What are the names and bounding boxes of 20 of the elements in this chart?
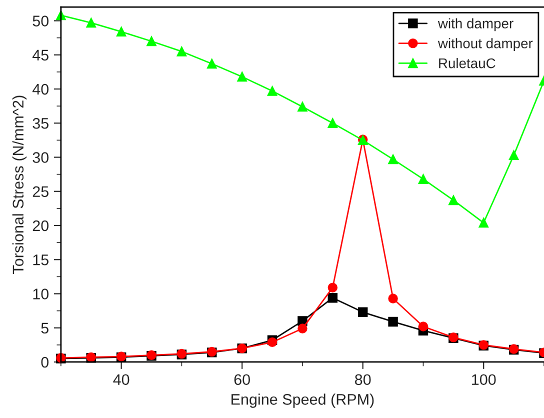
- x-tick-label: 40: [113, 374, 130, 386]
- y-tick-label: 5: [41, 322, 48, 334]
- x-tick-label: 100: [472, 374, 496, 386]
- y-tick-label: 35: [32, 118, 48, 129]
- y-tick-label: 25: [32, 186, 48, 198]
- y-tick-label: 50: [32, 16, 49, 26]
- x-tick-label: 60: [234, 374, 250, 386]
- y-axis-title: Torsional Stress (N/mm^2): [12, 96, 27, 274]
- y-tick-label: 15: [33, 254, 48, 266]
- legend-label: RuletauC: [439, 58, 496, 68]
- y-tick-label: 45: [32, 50, 48, 61]
- legend-label: with damper: [438, 18, 514, 32]
- legend-label: without damper: [438, 38, 533, 52]
- y-tick-label: 20: [32, 220, 49, 232]
- x-tick-label: 80: [355, 374, 371, 386]
- y-tick-label: 40: [32, 84, 49, 95]
- y-tick-label: 10: [33, 288, 49, 300]
- y-tick-label: 30: [32, 152, 49, 163]
- y-tick-label: 0: [41, 356, 49, 368]
- x-axis-title: Engine Speed (RPM): [232, 394, 374, 408]
